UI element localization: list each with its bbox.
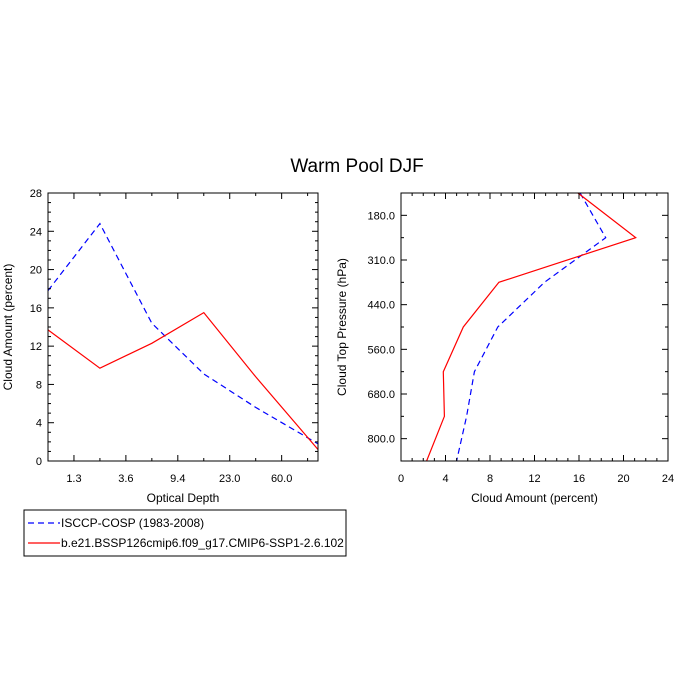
- left-panel-optical-depth: 0 4 8 12 16 20 24 28 1.3 3.6 9.4 23.0 60.0 Optical De…: [1, 188, 319, 505]
- left-series-line-1: [47, 311, 319, 450]
- left-y-axis-label: Cloud Amount (percent): [1, 264, 15, 391]
- right-x-tick-label: 0: [398, 473, 404, 485]
- right-y-tick-label: 560.0: [367, 344, 395, 356]
- left-x-tick-label: 3.6: [118, 473, 133, 485]
- left-y-tick-label: 0: [36, 456, 42, 468]
- left-x-tick-label: 1.3: [66, 473, 81, 485]
- right-series-line-1: [426, 192, 637, 462]
- left-y-tick-label: 12: [30, 341, 42, 353]
- left-y-tick-label: 8: [36, 379, 42, 391]
- left-x-tick-label: 9.4: [170, 473, 185, 485]
- right-y-tick-label: 180.0: [367, 210, 395, 222]
- legend-label-model: b.e21.BSSP126cmip6.f09_g17.CMIP6-SSP1-2.…: [61, 536, 344, 550]
- left-x-tick-label: 60.0: [271, 473, 292, 485]
- legend: ISCCP-COSP (1983-2008) b.e21.BSSP126cmip…: [23, 509, 347, 557]
- left-y-tick-label: 24: [30, 226, 42, 238]
- right-panel-cloud-top-pressure: 0 4 8 12 16 20 24 180.0 310.0 440.0 560.0 680.0 800.…: [335, 192, 674, 505]
- right-x-tick-label: 12: [528, 473, 540, 485]
- left-series-line-0: [47, 222, 319, 445]
- left-y-tick-label: 4: [36, 418, 42, 430]
- right-x-tick-label: 20: [617, 473, 629, 485]
- right-x-tick-label: 4: [442, 473, 448, 485]
- right-x-tick-label: 16: [573, 473, 585, 485]
- right-series-line-0: [456, 192, 607, 462]
- legend-box: [23, 509, 347, 557]
- left-x-axis-label: Optical Depth: [147, 491, 220, 505]
- right-x-tick-label: 8: [487, 473, 493, 485]
- right-y-tick-label: 310.0: [367, 255, 395, 267]
- right-x-axis-label: Cloud Amount (percent): [471, 491, 598, 505]
- right-x-tick-label: 24: [662, 473, 674, 485]
- right-y-axis-label: Cloud Top Pressure (hPa): [335, 258, 349, 396]
- left-y-tick-label: 20: [30, 265, 42, 277]
- left-y-tick-label: 28: [30, 188, 42, 200]
- right-y-tick-label: 440.0: [367, 300, 395, 312]
- left-x-tick-label: 23.0: [219, 473, 240, 485]
- right-y-tick-label: 800.0: [367, 434, 395, 446]
- figure-title: Warm Pool DJF: [290, 156, 423, 177]
- right-y-tick-label: 680.0: [367, 389, 395, 401]
- left-y-tick-label: 16: [30, 303, 42, 315]
- legend-label-isccp: ISCCP-COSP (1983-2008): [61, 516, 204, 530]
